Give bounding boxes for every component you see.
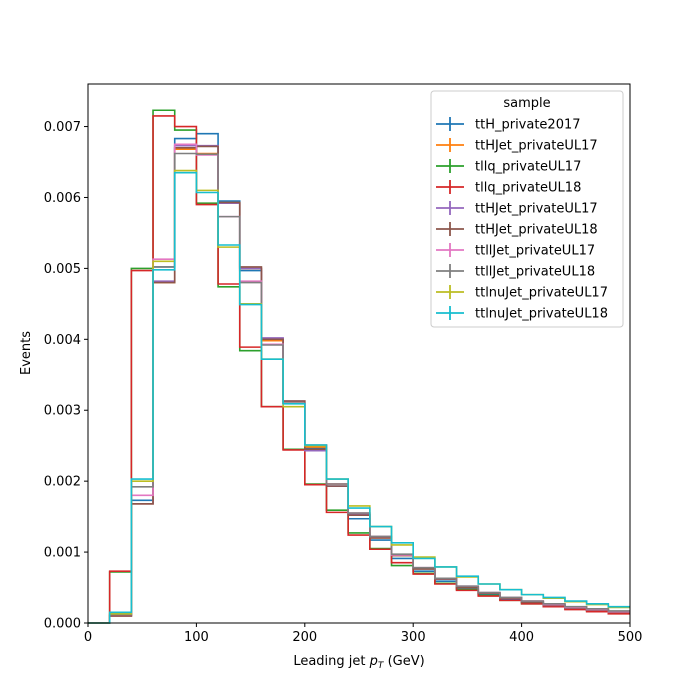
x-tick-label: 0: [84, 630, 92, 645]
legend-title: sample: [503, 96, 550, 111]
legend-label: ttlnuJet_privateUL17: [475, 286, 608, 301]
legend-label: ttllJet_privateUL17: [475, 244, 595, 259]
legend-label: ttHJet_privateUL17: [475, 202, 598, 217]
legend-label: ttHJet_privateUL18: [475, 223, 598, 238]
legend-label: ttH_private2017: [475, 118, 581, 133]
legend-entry: ttlnuJet_privateUL17: [436, 285, 608, 301]
legend-label: ttllJet_privateUL18: [475, 265, 595, 280]
series-line-5: [88, 145, 630, 624]
series-line-9: [88, 171, 630, 624]
legend-label: ttlnuJet_privateUL18: [475, 307, 608, 322]
x-tick-label: 200: [292, 630, 317, 645]
y-tick-label: 0.002: [44, 475, 81, 490]
y-tick-label: 0.007: [44, 120, 81, 135]
x-ticks: 0 100 200 300 400 500: [84, 623, 643, 645]
legend-label: ttHJet_privateUL17: [475, 139, 598, 154]
legend-entry: ttllJet_privateUL18: [436, 264, 595, 280]
legend-entry: ttHJet_privateUL18: [436, 222, 598, 238]
legend-entries: ttH_private2017 ttHJet_privateUL17 tllq_pr…: [436, 117, 608, 322]
y-ticks: 0.000 0.001 0.002 0.003 0.004 0.005 0.006 0.007: [44, 120, 88, 632]
legend-entry: ttllJet_privateUL17: [436, 243, 595, 259]
legend-entry: ttHJet_privateUL17: [436, 201, 598, 217]
y-axis-label: Events: [19, 331, 34, 375]
y-tick-label: 0.005: [44, 262, 81, 277]
x-tick-label: 400: [509, 630, 534, 645]
legend-entry: ttHJet_privateUL17: [436, 138, 598, 154]
x-axis-label: Leading jet pT (GeV): [293, 654, 424, 671]
legend: sample ttH_private2017 ttHJet_privateUL17…: [430, 90, 624, 328]
x-tick-label: 300: [401, 630, 426, 645]
y-tick-label: 0.006: [44, 191, 81, 206]
plot-frame: [87, 83, 631, 624]
legend-label: tllq_privateUL17: [475, 160, 581, 175]
series-line-3: [88, 115, 630, 624]
y-tick-label: 0.000: [44, 617, 81, 632]
y-tick-label: 0.004: [44, 333, 81, 348]
axes-layer: [87, 83, 631, 624]
x-tick-label: 100: [184, 630, 209, 645]
x-tick-label: 500: [618, 630, 643, 645]
legend-box: [430, 90, 624, 328]
series-line-7: [88, 152, 630, 624]
y-tick-label: 0.003: [44, 404, 81, 419]
legend-entry: ttlnuJet_privateUL18: [436, 306, 608, 322]
series-layer: [88, 109, 630, 624]
y-tick-label: 0.001: [44, 546, 81, 561]
legend-entry: tllq_privateUL17: [436, 159, 581, 175]
legend-label: tllq_privateUL18: [475, 181, 581, 196]
legend-entry: ttH_private2017: [436, 117, 581, 133]
legend-entry: tllq_privateUL18: [436, 180, 581, 196]
